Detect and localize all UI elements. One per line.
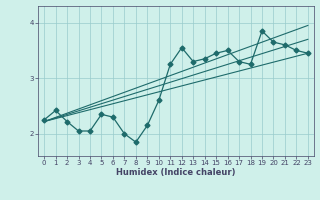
X-axis label: Humidex (Indice chaleur): Humidex (Indice chaleur) [116,168,236,177]
